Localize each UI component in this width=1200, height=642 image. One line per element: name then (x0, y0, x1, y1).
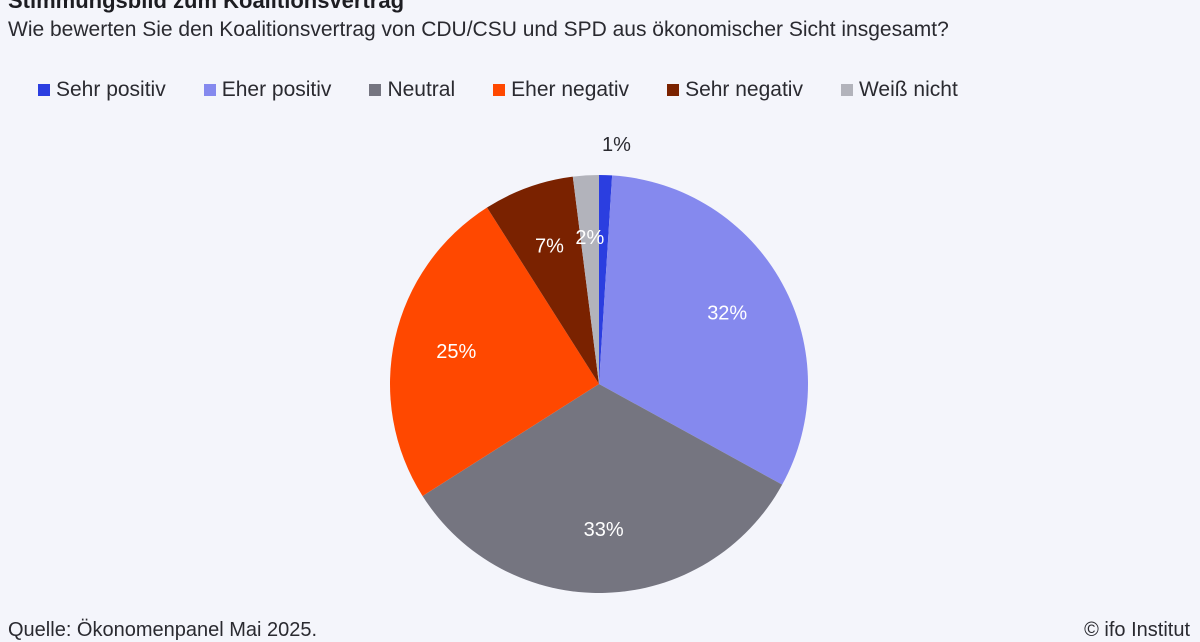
legend-label-eher-positiv: Eher positiv (221, 78, 332, 101)
legend-swatch-eher-negativ (493, 84, 506, 96)
copyright-note: © ifo Institut (1084, 619, 1190, 641)
legend-item-sehr-negativ: Sehr negativ (667, 77, 803, 103)
legend-swatch-sehr-negativ (667, 84, 680, 96)
pie-label-weiss-nicht: 2% (575, 227, 604, 249)
pie-slice-sehr-positiv (599, 175, 613, 384)
pie-slice-eher-positiv (599, 175, 808, 485)
legend-label-eher-negativ: Eher negativ (511, 78, 630, 101)
legend-label-neutral: Neutral (387, 78, 456, 101)
chart-title: Stimmungsbild zum Koalitionsvertrag (8, 0, 405, 13)
pie-label-eher-negativ: 25% (436, 341, 476, 363)
pie-slice-sehr-negativ (487, 176, 599, 384)
legend-swatch-sehr-positiv (38, 84, 50, 96)
legend-swatch-eher-positiv (203, 84, 216, 96)
pie-slice-weiss-nicht (572, 175, 599, 384)
legend-label-sehr-positiv: Sehr positiv (56, 78, 166, 101)
legend: Sehr positiv Eher positiv Neutral Eher n… (38, 77, 996, 103)
legend-swatch-neutral (369, 84, 382, 96)
source-note: Quelle: Ökonomenpanel Mai 2025. (8, 619, 318, 641)
legend-label-sehr-negativ: Sehr negativ (685, 78, 803, 101)
pie-label-sehr-positiv: 1% (602, 134, 631, 156)
legend-item-sehr-positiv: Sehr positiv (38, 77, 166, 103)
chart-subtitle: Wie bewerten Sie den Koalitionsvertrag v… (8, 18, 949, 41)
pie-label-eher-positiv: 32% (707, 303, 747, 325)
legend-swatch-weiss-nicht (840, 84, 853, 96)
legend-item-weiss-nicht: Weiß nicht (840, 77, 958, 103)
pie-slice-neutral (422, 384, 783, 593)
pie-label-sehr-negativ: 7% (535, 235, 564, 257)
pie-slice-eher-negativ (390, 207, 599, 496)
legend-label-weiss-nicht: Weiß nicht (858, 78, 958, 101)
legend-item-eher-negativ: Eher negativ (493, 77, 629, 103)
pie-label-neutral: 33% (584, 519, 624, 541)
legend-item-eher-positiv: Eher positiv (203, 77, 332, 103)
legend-item-neutral: Neutral (369, 77, 455, 103)
